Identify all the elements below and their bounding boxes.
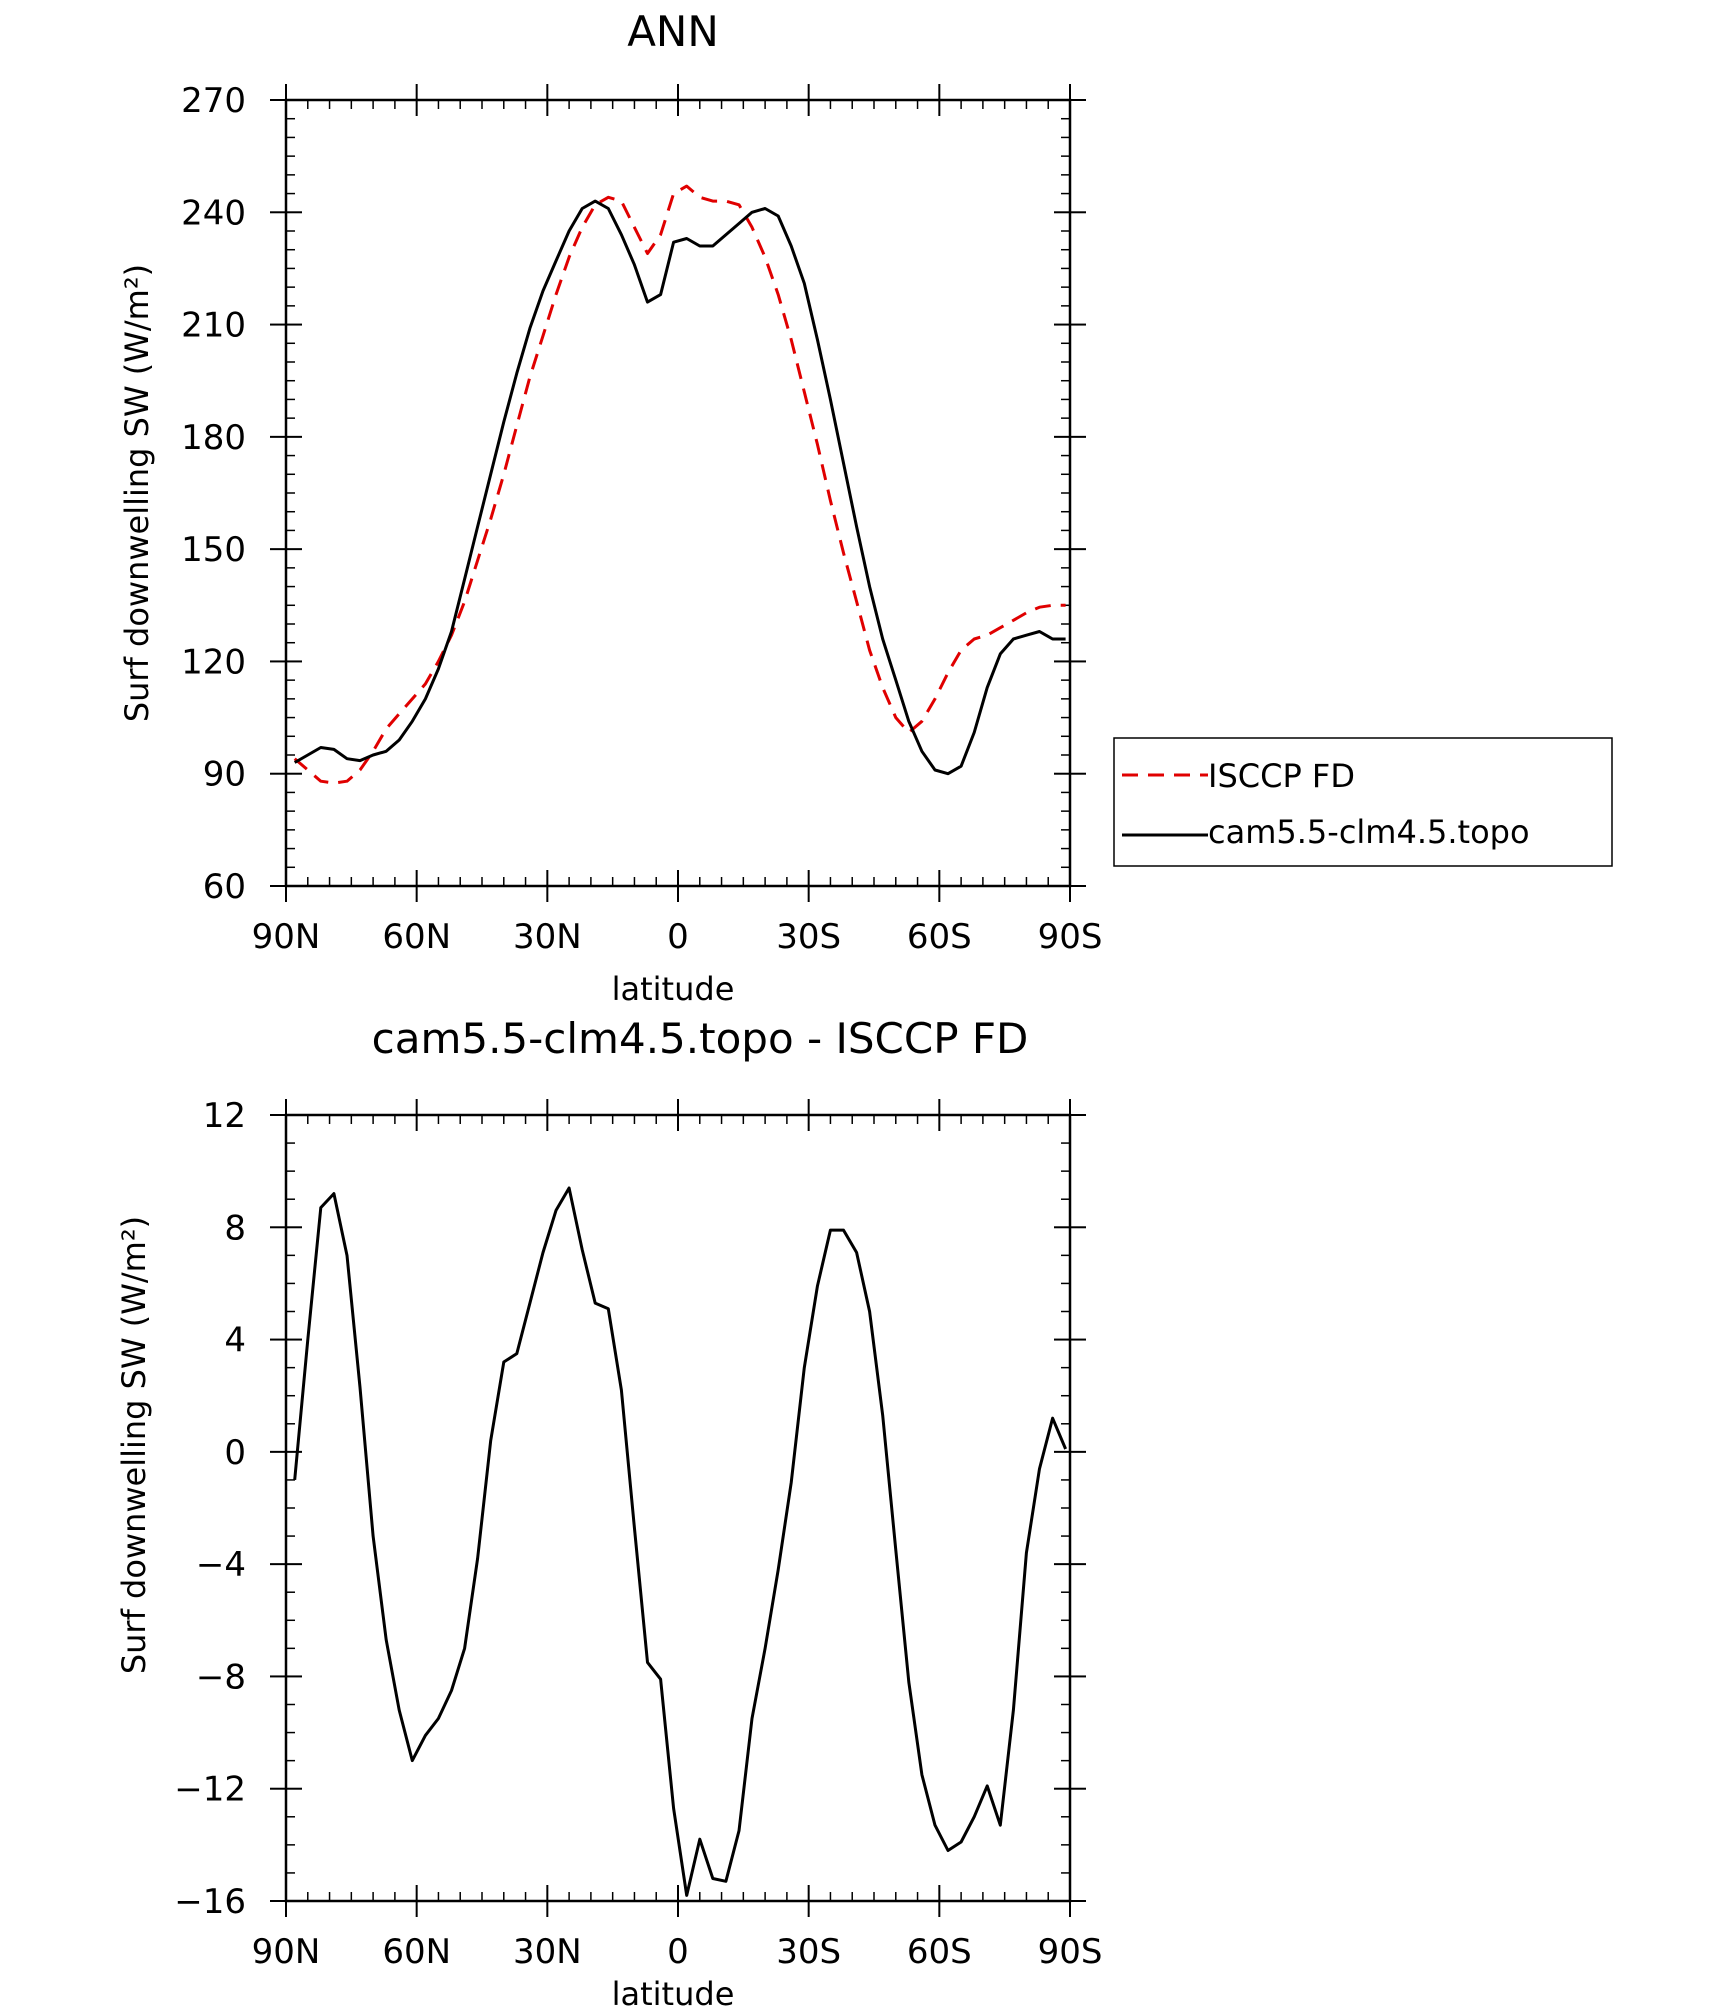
x-tick-label: 60N xyxy=(382,1932,451,1972)
plot-frame xyxy=(284,1113,1072,1903)
x-tick-label: 60S xyxy=(907,917,972,957)
y-tick-label: 60 xyxy=(203,867,246,907)
series-line-1 xyxy=(293,199,1066,776)
y-tick-label: 150 xyxy=(181,530,246,570)
x-tick-label: 30S xyxy=(776,917,841,957)
x-tick-label: 30N xyxy=(513,1932,582,1972)
annual-mean-panel: ANN 90N 60N 30N 0 30S 60S 90S 60 90 120 150 180 210… xyxy=(118,7,1102,1008)
x-axis-label: latitude xyxy=(612,970,735,1008)
chart-title: cam5.5-clm4.5.topo - ISCCP FD xyxy=(372,1014,1029,1063)
tick-marks xyxy=(270,84,1086,902)
y-tick-label: 240 xyxy=(181,193,246,233)
x-tick-label: 60S xyxy=(907,1932,972,1972)
tick-marks xyxy=(270,1099,1086,1917)
series-lines xyxy=(293,1186,1067,1897)
series-line-0 xyxy=(293,184,1066,785)
y-tick-label: −8 xyxy=(196,1657,246,1697)
difference-panel: cam5.5-clm4.5.topo - ISCCP FD 90N 60N 30N 0… xyxy=(115,1014,1102,2010)
legend-label-model: cam5.5-clm4.5.topo xyxy=(1208,813,1530,851)
y-tick-label: −12 xyxy=(174,1770,246,1810)
y-axis-label: Surf downwelling SW (W/m²) xyxy=(118,264,156,722)
x-tick-label: 0 xyxy=(667,917,689,957)
y-tick-label: 120 xyxy=(181,642,246,682)
y-tick-labels: −16 −12 −8 −4 0 4 8 12 xyxy=(174,1096,246,1922)
x-axis-label: latitude xyxy=(612,1975,735,2010)
plot-frame xyxy=(284,98,1072,888)
y-tick-label: −4 xyxy=(196,1545,246,1585)
y-axis-label: Surf downwelling SW (W/m²) xyxy=(115,1216,153,1674)
series-lines xyxy=(293,184,1066,785)
y-tick-labels: 60 90 120 150 180 210 240 270 xyxy=(181,81,246,907)
legend: ISCCP FD cam5.5-clm4.5.topo xyxy=(1113,737,1613,867)
y-tick-label: 0 xyxy=(224,1433,246,1473)
legend-box xyxy=(1113,737,1613,867)
y-tick-label: 210 xyxy=(181,306,246,346)
y-tick-label: −16 xyxy=(174,1882,246,1922)
x-tick-label: 60N xyxy=(382,917,451,957)
x-tick-label: 90N xyxy=(252,917,321,957)
y-tick-label: 12 xyxy=(203,1096,246,1136)
y-tick-label: 180 xyxy=(181,418,246,458)
x-tick-labels: 90N 60N 30N 0 30S 60S 90S xyxy=(252,1932,1103,1972)
chart-title: ANN xyxy=(627,7,719,56)
x-tick-label: 90N xyxy=(252,1932,321,1972)
series-line-0 xyxy=(293,1186,1067,1897)
x-tick-label: 90S xyxy=(1038,1932,1103,1972)
x-tick-labels: 90N 60N 30N 0 30S 60S 90S xyxy=(252,917,1103,957)
legend-label-isccp: ISCCP FD xyxy=(1208,757,1355,795)
x-tick-label: 30S xyxy=(776,1932,841,1972)
y-tick-label: 4 xyxy=(224,1321,246,1361)
x-tick-label: 90S xyxy=(1038,917,1103,957)
y-tick-label: 270 xyxy=(181,81,246,121)
x-tick-label: 0 xyxy=(667,1932,689,1972)
x-tick-label: 30N xyxy=(513,917,582,957)
y-tick-label: 90 xyxy=(203,755,246,795)
y-tick-label: 8 xyxy=(224,1208,246,1248)
